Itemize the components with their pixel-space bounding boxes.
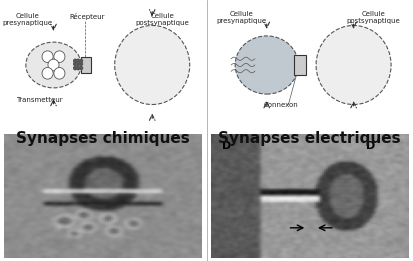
Circle shape [77,67,80,70]
Circle shape [77,60,80,62]
FancyBboxPatch shape [81,57,91,73]
Ellipse shape [235,36,298,94]
Circle shape [74,62,76,66]
Text: Synapses electriques: Synapses electriques [218,131,401,146]
Circle shape [54,68,65,79]
Circle shape [77,67,80,70]
Circle shape [77,62,80,66]
Circle shape [77,62,80,66]
Circle shape [77,60,80,62]
Circle shape [80,62,83,66]
Circle shape [80,60,83,62]
Circle shape [42,51,53,62]
Text: Transmetteur: Transmetteur [17,97,63,103]
Text: D: D [222,141,232,151]
Circle shape [42,68,53,79]
Circle shape [80,67,83,70]
Text: Cellule
postsynaptique: Cellule postsynaptique [135,13,189,26]
Text: Récepteur: Récepteur [69,13,105,20]
Text: Cellule
presynaptique: Cellule presynaptique [216,11,266,24]
Circle shape [74,60,76,62]
Text: Cellule
presynaptique: Cellule presynaptique [3,13,53,26]
Circle shape [74,60,76,62]
FancyBboxPatch shape [294,55,306,75]
Text: Cellule
postsynaptique: Cellule postsynaptique [347,11,400,24]
Circle shape [74,62,76,66]
Circle shape [74,67,76,70]
Text: D: D [366,141,376,151]
Text: Synapses chimiques: Synapses chimiques [17,131,190,146]
Ellipse shape [26,42,81,88]
Ellipse shape [316,26,391,104]
Ellipse shape [115,26,190,104]
Circle shape [48,59,59,71]
Circle shape [74,67,76,70]
Circle shape [54,51,65,62]
Text: Connexon: Connexon [263,102,298,108]
